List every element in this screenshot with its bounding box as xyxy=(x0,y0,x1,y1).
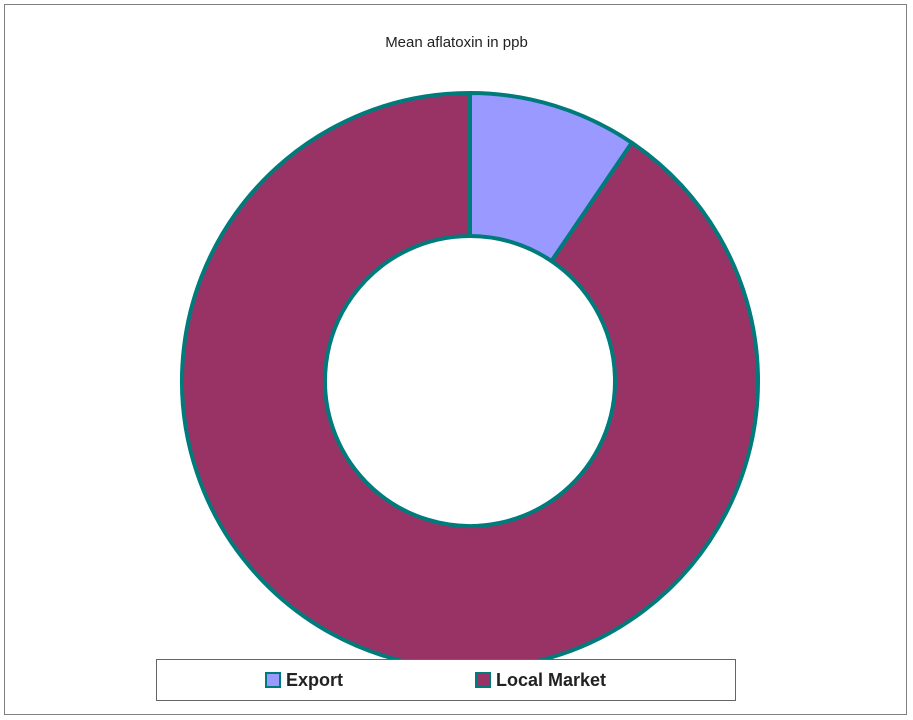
chart-legend: Export Local Market xyxy=(156,659,736,701)
legend-item-local-market: Local Market xyxy=(475,660,606,700)
chart-title: Mean aflatoxin in ppb xyxy=(385,34,528,51)
donut-slice-local-market xyxy=(180,91,760,671)
legend-swatch-export xyxy=(265,672,281,688)
legend-item-export: Export xyxy=(265,660,343,700)
legend-label-export: Export xyxy=(286,669,344,690)
legend-label-local-market: Local Market xyxy=(496,669,607,690)
legend-swatch-local-market xyxy=(475,672,491,688)
